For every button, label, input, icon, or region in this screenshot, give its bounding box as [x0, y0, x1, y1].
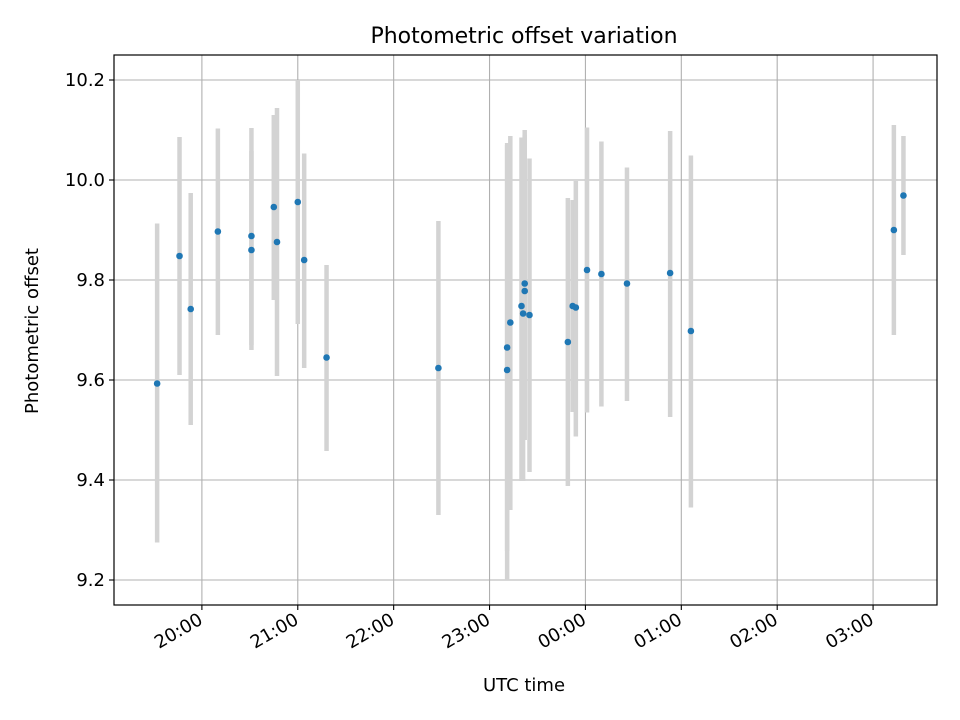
- y-tick-label: 9.4: [76, 470, 105, 491]
- data-point: [214, 228, 222, 235]
- data-markers: [153, 192, 907, 387]
- data-point: [503, 344, 511, 351]
- data-point: [572, 304, 580, 311]
- data-point: [519, 310, 527, 317]
- data-point: [564, 338, 572, 346]
- data-point: [323, 354, 330, 361]
- y-tick-label: 9.8: [76, 270, 105, 291]
- data-point: [518, 302, 525, 310]
- y-axis-label: Photometric offset: [22, 248, 43, 414]
- chart-title: Photometric offset variation: [370, 24, 677, 49]
- data-point: [248, 246, 255, 254]
- data-point: [507, 319, 514, 326]
- data-point: [890, 226, 898, 234]
- data-point: [623, 280, 631, 287]
- data-point: [153, 380, 161, 387]
- data-point: [583, 266, 591, 274]
- data-point: [248, 232, 255, 240]
- data-point: [900, 192, 907, 199]
- y-axis-ticks: 9.2 9.4 9.6 9.8 10.0 10.2: [65, 70, 114, 591]
- data-point: [300, 256, 308, 264]
- data-point: [666, 269, 674, 277]
- data-point: [270, 203, 278, 211]
- plot-frame: [113, 54, 938, 606]
- data-point: [435, 364, 442, 372]
- data-point: [598, 270, 605, 278]
- y-tick-label: 10.0: [65, 170, 105, 191]
- data-point: [176, 252, 183, 260]
- data-point: [687, 327, 695, 335]
- y-tick-label: 10.2: [65, 70, 105, 91]
- data-point: [187, 305, 195, 313]
- data-point: [273, 238, 281, 246]
- data-point: [521, 280, 529, 287]
- x-axis-label: UTC time: [483, 675, 565, 696]
- data-point: [294, 198, 302, 206]
- data-point: [503, 366, 511, 374]
- y-tick-label: 9.6: [76, 370, 105, 391]
- y-tick-label: 9.2: [76, 570, 105, 591]
- data-point: [526, 311, 533, 319]
- data-point: [521, 287, 529, 295]
